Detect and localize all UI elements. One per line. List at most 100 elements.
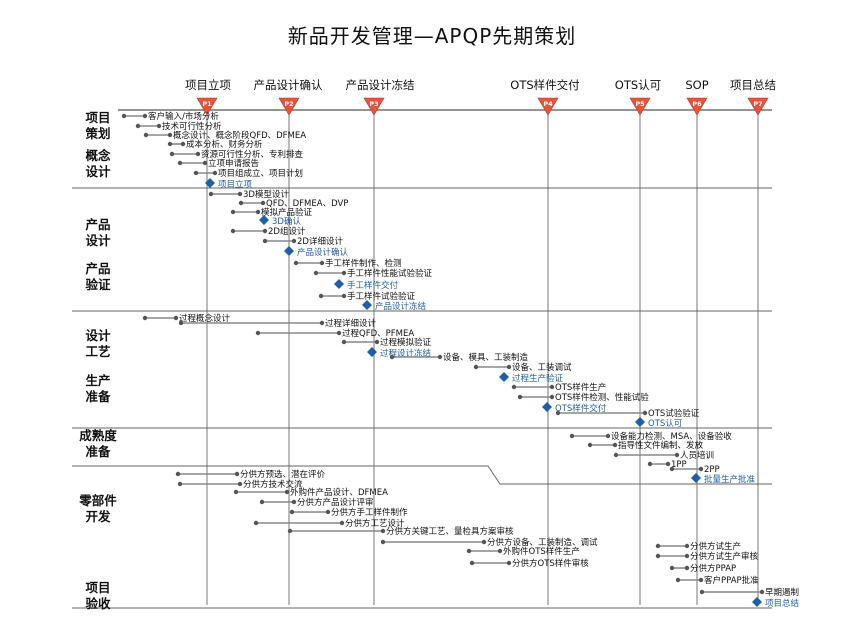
task-label: 2PP (704, 465, 720, 475)
phase-label: 设计 (85, 233, 111, 248)
milestone-diamond (284, 246, 294, 256)
task-start-dot (167, 141, 173, 147)
task-start-dot (517, 394, 523, 400)
phase-label: 准备 (85, 444, 111, 459)
task-start-dot (177, 481, 183, 487)
task-end-dot (549, 394, 555, 400)
task-start-dot (230, 228, 236, 234)
milestone-diamond (205, 178, 215, 188)
milestone-label-p3: 产品设计冻结 (346, 78, 415, 92)
task-end-dot (612, 442, 618, 448)
task-end-dot (167, 132, 173, 138)
task-start-dot (380, 539, 386, 545)
milestone-diamond (635, 417, 645, 427)
section-divider-stepped (72, 465, 772, 485)
milestone-id-p2: P2 (284, 100, 293, 108)
phase-label: 项目 (85, 580, 110, 595)
task-end-dot (759, 589, 765, 595)
task-end-dot (341, 293, 347, 299)
milestone-task-label: 手工样件交付 (347, 280, 399, 291)
task-start-dot (469, 560, 475, 566)
task-label: 分供方手工样件制作 (331, 507, 408, 518)
task-label: 过程QFD、PFMEA (342, 328, 414, 339)
task-end-dot (237, 481, 243, 487)
task-start-dot (259, 499, 265, 505)
task-start-dot (473, 364, 479, 370)
milestone-task-label: 过程生产验证 (512, 373, 564, 384)
task-end-dot (380, 528, 386, 534)
task-end-dot (284, 489, 290, 495)
milestone-triangle-p7 (747, 97, 769, 116)
task-start-dot (555, 410, 561, 416)
task-label: 人员培训 (680, 450, 714, 461)
task-end-dot (665, 461, 671, 467)
task-start-dot (655, 553, 661, 559)
task-label: 手工样件试验验证 (347, 291, 416, 302)
task-start-dot (121, 113, 127, 119)
task-start-dot (233, 489, 239, 495)
task-start-dot (142, 315, 148, 321)
task-start-dot (287, 528, 293, 534)
task-end-dot (497, 548, 503, 554)
phase-label: 产品 (85, 217, 110, 232)
task-end-dot (698, 466, 704, 472)
task-end-dot (237, 191, 243, 197)
milestone-id-p5: P5 (635, 100, 645, 108)
task-start-dot (647, 461, 653, 467)
milestone-id-p7: P7 (753, 100, 762, 108)
task-label: 手工样件性能试验验证 (347, 268, 433, 279)
task-label: 手工样件制作、检测 (325, 258, 402, 269)
task-start-dot (253, 520, 259, 526)
task-end-dot (255, 209, 261, 215)
milestone-task-label: 产品设计冻结 (375, 301, 426, 312)
phase-label: 项目 (85, 110, 110, 125)
task-label: OTS样件生产 (555, 382, 606, 393)
task-start-dot (466, 548, 472, 554)
milestone-label-p5: OTS认可 (615, 78, 661, 92)
phase-label: 成熟度 (79, 428, 117, 443)
task-start-dot (569, 433, 575, 439)
task-start-dot (193, 170, 199, 176)
task-label: 3D模型设计 (243, 189, 289, 200)
milestone-label-p4: OTS样件交付 (510, 78, 579, 92)
task-end-dot (698, 577, 704, 583)
task-end-dot (212, 170, 218, 176)
task-label: 分供方关键工艺、量检具方案审核 (386, 526, 514, 537)
task-end-dot (319, 260, 325, 266)
milestone-task-label: 3D确认 (272, 216, 301, 227)
task-end-dot (684, 553, 690, 559)
task-start-dot (178, 320, 184, 326)
task-end-dot (156, 123, 162, 129)
milestone-id-p6: P6 (692, 100, 702, 108)
milestone-label-p2: 产品设计确认 (254, 78, 323, 92)
phase-label: 验证 (85, 277, 111, 292)
task-end-dot (374, 339, 380, 345)
task-end-dot (605, 433, 611, 439)
task-start-dot (341, 339, 347, 345)
task-start-dot (230, 209, 236, 215)
task-label: 过程详细设计 (325, 318, 377, 329)
task-label: 1PP (671, 460, 687, 470)
task-start-dot (699, 589, 705, 595)
phase-label: 生产 (85, 373, 110, 388)
task-start-dot (143, 132, 149, 138)
task-label: 分供方试生产审核 (690, 551, 759, 562)
task-end-dot (180, 141, 186, 147)
task-start-dot (177, 160, 183, 166)
task-start-dot (613, 452, 619, 458)
task-label: QFD、DFMEA、DVP (266, 199, 348, 209)
task-label: 成本分析、财务分析 (186, 139, 263, 150)
milestone-diamond (367, 347, 377, 357)
task-start-dot (511, 384, 517, 390)
phase-label: 零部件 (78, 493, 117, 508)
task-end-dot (262, 228, 268, 234)
task-start-dot (169, 151, 175, 157)
milestone-diamond (362, 300, 372, 310)
task-end-dot (291, 238, 297, 244)
task-start-dot (175, 471, 181, 477)
task-end-dot (341, 270, 347, 276)
task-start-dot (262, 238, 268, 244)
task-start-dot (208, 191, 214, 197)
task-label: 2D组设计 (268, 226, 306, 237)
